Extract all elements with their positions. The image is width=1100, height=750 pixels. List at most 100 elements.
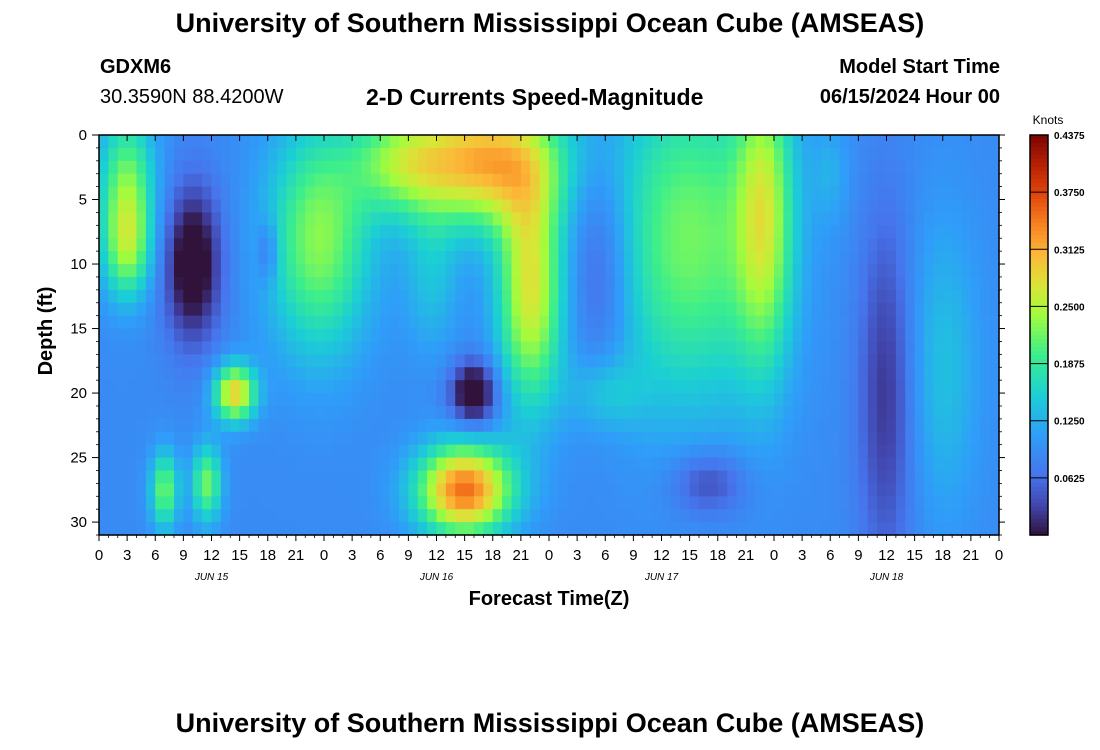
heatmap-cell [136, 393, 147, 407]
heatmap-cell [202, 341, 213, 355]
heatmap-cell [520, 147, 531, 162]
heatmap-cell [905, 238, 916, 252]
heatmap-cell [474, 431, 484, 446]
heatmap-cell [455, 393, 466, 407]
heatmap-cell [220, 238, 231, 252]
heatmap-cell [595, 418, 606, 433]
heatmap-cell [783, 444, 794, 459]
colorbar-segment [1030, 151, 1048, 156]
heatmap-cell [408, 470, 419, 484]
heatmap-cell [539, 496, 550, 510]
heatmap-cell [436, 444, 447, 459]
heatmap-cell [811, 135, 822, 149]
heatmap-cell [942, 418, 953, 433]
heatmap-cell [727, 354, 738, 368]
heatmap-cell [211, 199, 222, 214]
colorbar-segment [1030, 223, 1048, 228]
heatmap-cell [689, 341, 700, 355]
heatmap-cell [117, 147, 128, 162]
heatmap-cell [914, 315, 925, 330]
heatmap-cell [961, 354, 972, 368]
heatmap-cell [502, 509, 513, 523]
heatmap-cell [127, 522, 138, 536]
heatmap-cell [830, 289, 841, 304]
x-tick-label: 0 [95, 547, 103, 564]
heatmap-cell [820, 289, 831, 304]
heatmap-cell [445, 444, 456, 459]
heatmap-cell [849, 522, 859, 536]
heatmap-cell [699, 160, 709, 175]
heatmap-cell [605, 289, 616, 304]
heatmap-cell [277, 444, 288, 459]
heatmap-cell [370, 328, 381, 343]
colorbar-segment [1030, 183, 1048, 188]
heatmap-cell [520, 251, 531, 265]
heatmap-cell [258, 380, 269, 394]
heatmap-cell [427, 302, 438, 317]
colorbar-segment [1030, 411, 1048, 416]
heatmap-cell [886, 264, 897, 278]
heatmap-cell [99, 186, 109, 201]
heatmap-cell [717, 315, 728, 330]
heatmap-cell [680, 238, 691, 252]
heatmap-cell [202, 289, 213, 304]
heatmap-cell [661, 393, 672, 407]
heatmap-cell [127, 264, 138, 278]
heatmap-cell [352, 147, 363, 162]
heatmap-cell [867, 225, 878, 239]
heatmap-cell [314, 251, 325, 265]
heatmap-cell [905, 264, 916, 278]
heatmap-cell [867, 522, 878, 536]
heatmap-cell [211, 289, 222, 304]
heatmap-cell [549, 393, 559, 407]
x-tick-label: 21 [738, 547, 755, 564]
heatmap-cell [267, 418, 278, 433]
heatmap-cell [886, 354, 897, 368]
heatmap-cell [642, 367, 653, 381]
heatmap-cell [117, 418, 128, 433]
heatmap-cell [642, 470, 653, 484]
heatmap-cell [745, 251, 756, 265]
heatmap-cell [905, 509, 916, 523]
heatmap-cell [427, 380, 438, 394]
heatmap-cell [474, 444, 484, 459]
heatmap-cell [267, 367, 278, 381]
heatmap-cell [380, 199, 391, 214]
heatmap-cell [370, 173, 381, 188]
x-tick-label: 12 [653, 547, 670, 564]
heatmap-cell [970, 212, 981, 226]
heatmap-cell [567, 199, 578, 214]
heatmap-cell [624, 431, 634, 446]
heatmap-cell [858, 276, 869, 291]
heatmap-cell [633, 405, 644, 420]
heatmap-cell [802, 302, 813, 317]
heatmap-cell [774, 509, 784, 523]
heatmap-cell [155, 147, 166, 162]
heatmap-cell [520, 457, 531, 472]
heatmap-cell [314, 354, 325, 368]
heatmap-cell [867, 380, 878, 394]
heatmap-cell [389, 457, 400, 472]
heatmap-cell [127, 496, 138, 510]
heatmap-cell [333, 496, 344, 510]
heatmap-cell [792, 328, 803, 343]
station-coordinates: 30.3590N 88.4200W [100, 86, 284, 108]
heatmap-cell [352, 522, 363, 536]
heatmap-cell [699, 289, 709, 304]
colorbar-segment [1030, 391, 1048, 396]
heatmap-cell [145, 135, 156, 149]
heatmap-cell [249, 173, 259, 188]
heatmap-cell [183, 212, 194, 226]
heatmap-cell [577, 367, 588, 381]
heatmap-cell [811, 367, 822, 381]
heatmap-cell [474, 173, 484, 188]
heatmap-cell [867, 393, 878, 407]
heatmap-cell [305, 509, 316, 523]
heatmap-cell [239, 341, 250, 355]
heatmap-cell [745, 289, 756, 304]
heatmap-cell [708, 444, 719, 459]
heatmap-cell [183, 315, 194, 330]
heatmap-cell [502, 418, 513, 433]
heatmap-cell [474, 225, 484, 239]
heatmap-cell [755, 393, 766, 407]
